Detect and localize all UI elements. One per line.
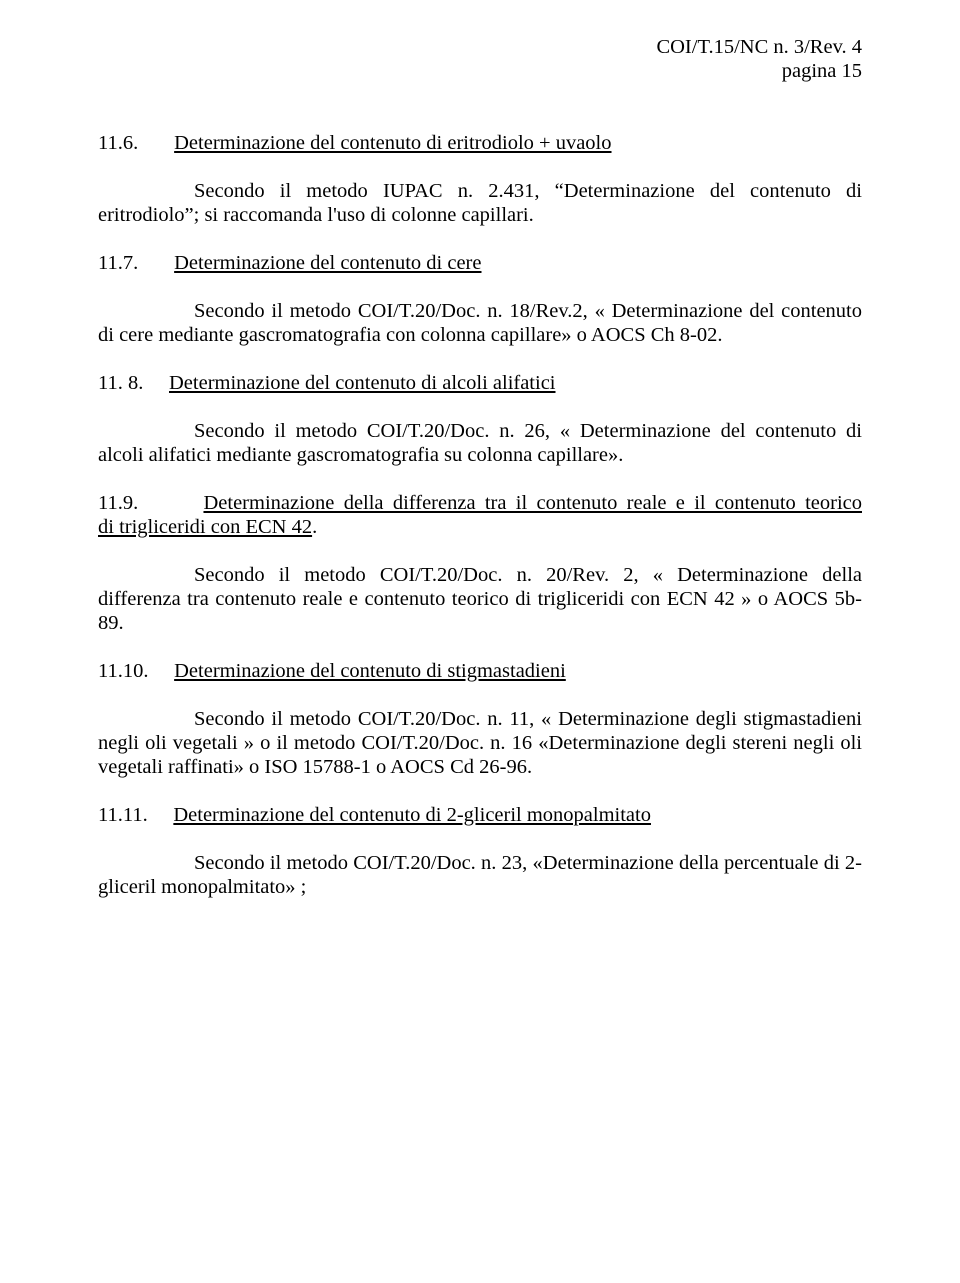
- section-11-11-body: Secondo il metodo COI/T.20/Doc. n. 23, «…: [98, 852, 862, 900]
- section-11-6-body: Secondo il metodo IUPAC n. 2.431, “Deter…: [98, 180, 862, 228]
- section-number: 11.9.: [98, 492, 138, 516]
- page-reference: pagina 15: [98, 60, 862, 84]
- section-11-9-body: Secondo il metodo COI/T.20/Doc. n. 20/Re…: [98, 564, 862, 636]
- section-11-6-title: 11.6. Determinazione del contenuto di er…: [98, 132, 862, 156]
- section-11-7-title: 11.7. Determinazione del contenuto di ce…: [98, 252, 862, 276]
- section-number: 11.10.: [98, 660, 149, 684]
- section-number: 11.7.: [98, 252, 138, 276]
- section-11-10-title: 11.10. Determinazione del contenuto di s…: [98, 660, 862, 684]
- document-page: COI/T.15/NC n. 3/Rev. 4 pagina 15 11.6. …: [0, 0, 960, 1283]
- section-11-8-title: 11. 8. Determinazione del contenuto di a…: [98, 372, 862, 396]
- section-heading: Determinazione del contenuto di stigmast…: [174, 660, 566, 682]
- section-heading-line2: di trigliceridi con ECN 42: [98, 516, 312, 538]
- section-number: 11.6.: [98, 132, 138, 156]
- section-heading: Determinazione del contenuto di alcoli a…: [169, 372, 556, 394]
- section-11-9-title: 11.9. Determinazione della differenza tr…: [98, 492, 862, 516]
- section-heading-line1: Determinazione della differenza tra il c…: [203, 492, 862, 514]
- section-11-11-title: 11.11. Determinazione del contenuto di 2…: [98, 804, 862, 828]
- doc-reference: COI/T.15/NC n. 3/Rev. 4: [98, 36, 862, 60]
- page-header: COI/T.15/NC n. 3/Rev. 4 pagina 15: [98, 36, 862, 84]
- section-number: 11.11.: [98, 804, 148, 828]
- section-11-9-title-line2: di trigliceridi con ECN 42.: [98, 516, 862, 540]
- section-number: 11. 8.: [98, 372, 143, 396]
- section-11-8-body: Secondo il metodo COI/T.20/Doc. n. 26, «…: [98, 420, 862, 468]
- section-heading: Determinazione del contenuto di cere: [174, 252, 481, 274]
- section-11-10-body: Secondo il metodo COI/T.20/Doc. n. 11, «…: [98, 708, 862, 780]
- section-11-7-body: Secondo il metodo COI/T.20/Doc. n. 18/Re…: [98, 300, 862, 348]
- section-heading: Determinazione del contenuto di 2-glicer…: [173, 804, 651, 826]
- section-heading: Determinazione del contenuto di eritrodi…: [174, 132, 611, 154]
